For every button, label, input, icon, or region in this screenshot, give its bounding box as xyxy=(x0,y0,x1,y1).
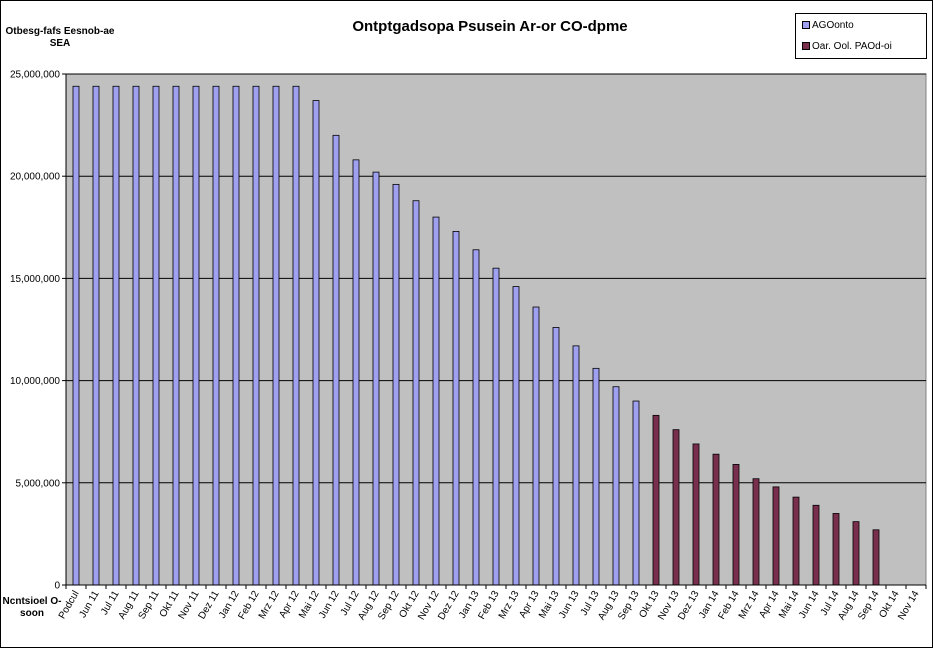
bar-series-2 xyxy=(672,429,680,586)
bar-series-1 xyxy=(392,183,400,586)
bar-series-1 xyxy=(432,216,440,586)
x-tick-label: Jun 11 xyxy=(77,589,101,620)
bar-series-2 xyxy=(712,453,720,586)
bar-series-1 xyxy=(592,367,600,586)
bar-series-1 xyxy=(292,85,300,586)
bar-series-1 xyxy=(152,85,160,586)
y-tick-label: 25,000,000 xyxy=(10,70,60,81)
bar-series-1 xyxy=(572,345,580,586)
y-tick-label: 20,000,000 xyxy=(10,172,60,183)
bar-series-2 xyxy=(772,486,780,586)
y-tick-labels: 0 5,000,000 10,000,000 15,000,000 20,000,000… xyxy=(10,70,66,592)
legend-item-series-2: Oar. Ool. PAOd-oi xyxy=(802,40,892,52)
bar-series-1 xyxy=(272,85,280,586)
bar-series-2 xyxy=(852,521,860,586)
legend-label-series-2: Oar. Ool. PAOd-oi xyxy=(812,40,892,52)
y-tick-label: 10,000,000 xyxy=(10,376,60,387)
x-axis-label: Ncntsioel O-soon xyxy=(2,596,62,619)
bar-series-2 xyxy=(752,478,760,586)
bar-series-1 xyxy=(312,100,320,586)
bar-series-2 xyxy=(812,504,820,586)
bar-series-1 xyxy=(112,85,120,586)
bar-series-2 xyxy=(692,443,700,586)
legend-item-series-1: AGOonto xyxy=(802,19,854,31)
bar-series-2 xyxy=(792,496,800,586)
bar-series-1 xyxy=(352,159,360,586)
x-tick-label: Sep 11 xyxy=(137,589,162,622)
y-axis-label: Otbesg-fafs Eesnob-ae SEA xyxy=(5,26,115,49)
x-tick-label: Jun 12 xyxy=(317,589,342,621)
y-tick-label: 5,000,000 xyxy=(16,478,61,489)
legend-swatch-series-2 xyxy=(802,42,810,50)
x-tick-label: Mrz 13 xyxy=(497,589,522,621)
legend: AGOonto Oar. Ool. PAOd-oi xyxy=(795,13,927,59)
bar-series-1 xyxy=(472,249,480,586)
bar-series-1 xyxy=(132,85,140,586)
bar-series-1 xyxy=(332,134,340,586)
bar-series-1 xyxy=(612,386,620,586)
y-tick-label: 15,000,000 xyxy=(10,274,60,285)
bars xyxy=(72,85,880,586)
bar-series-2 xyxy=(872,529,880,586)
bar-series-1 xyxy=(452,230,460,586)
bar-series-1 xyxy=(72,85,80,586)
bar-series-1 xyxy=(92,85,100,586)
bar-series-1 xyxy=(372,171,380,586)
bar-series-2 xyxy=(732,464,740,586)
bar-series-1 xyxy=(552,327,560,586)
bar-series-2 xyxy=(652,414,660,586)
chart-title: Ontptgadsopa Psusein Ar-or CO-dpme xyxy=(352,18,628,35)
x-tick-label: Jun 13 xyxy=(557,589,582,621)
bar-series-2 xyxy=(832,513,840,586)
x-tick-label: Mrz 12 xyxy=(257,589,282,621)
legend-swatch-series-1 xyxy=(802,21,810,29)
bar-series-1 xyxy=(532,306,540,586)
bar-series-1 xyxy=(212,85,220,586)
bar-series-1 xyxy=(412,200,420,586)
bar-series-1 xyxy=(492,267,500,586)
bar-series-1 xyxy=(252,85,260,586)
bar-series-1 xyxy=(512,286,520,586)
bar-series-1 xyxy=(632,400,640,586)
x-tick-label: Mrz 14 xyxy=(737,589,762,621)
bar-series-1 xyxy=(172,85,180,586)
bar-series-1 xyxy=(232,85,240,586)
y-tick-label: 0 xyxy=(54,581,60,592)
legend-label-series-1: AGOonto xyxy=(812,19,854,31)
bar-series-1 xyxy=(192,85,200,586)
x-tick-label: Jun 14 xyxy=(797,589,822,621)
